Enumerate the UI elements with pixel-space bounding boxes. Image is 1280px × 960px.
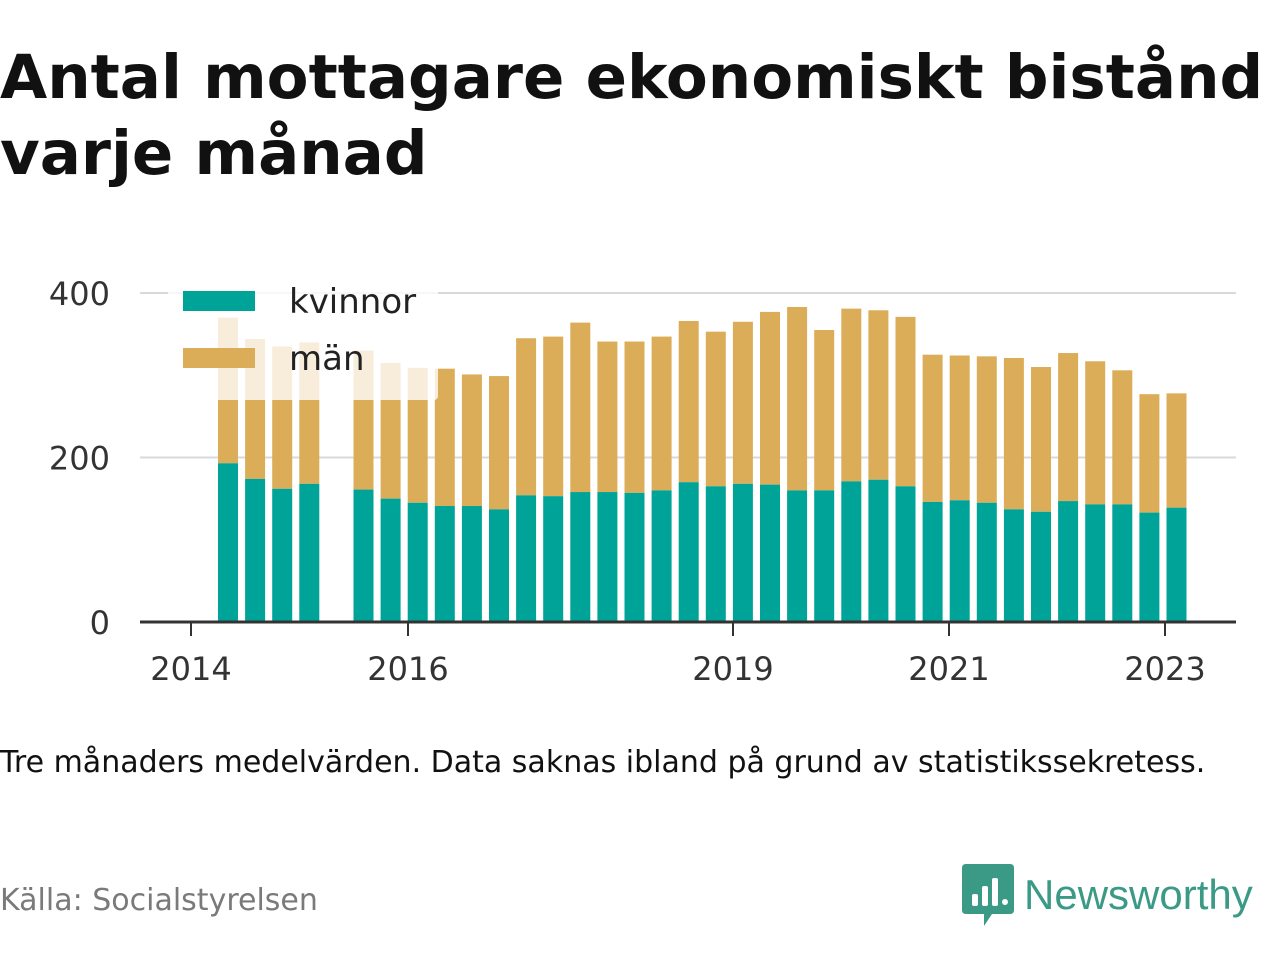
bar-man: [407, 367, 428, 503]
source-credit: Källa: Socialstyrelsen: [0, 883, 318, 918]
bar-man: [570, 322, 591, 493]
chart-footnote: Tre månaders medelvärden. Data saknas ib…: [0, 745, 1206, 780]
y-tick-label: 200: [49, 440, 110, 478]
bar-man: [1031, 367, 1051, 512]
bar-man: [461, 374, 482, 507]
bar-kvinnor: [245, 478, 266, 622]
x-axis-ticks: 2014 2016 2019 2021 2023: [150, 622, 1206, 688]
bar-kvinnor: [1166, 507, 1187, 622]
bar-kvinnor: [814, 490, 835, 622]
bar-man: [1112, 370, 1133, 505]
bar-chart-speech-bubble-icon: [962, 864, 1014, 926]
bar-man: [651, 336, 672, 491]
y-axis-ticks: 0 200 400: [49, 275, 110, 642]
bar-man: [760, 311, 780, 485]
bar-kvinnor: [218, 463, 238, 622]
bar-kvinnor: [1058, 501, 1079, 622]
bar-man: [705, 331, 726, 487]
bar-kvinnor: [949, 500, 970, 622]
legend-label-man: män: [289, 339, 365, 379]
bar-man: [678, 320, 699, 483]
bar-kvinnor: [868, 479, 889, 622]
bar-man: [841, 308, 862, 482]
bar-man: [1139, 394, 1160, 513]
bar-man: [976, 356, 997, 503]
bar-kvinnor: [380, 498, 401, 622]
bar-man: [732, 321, 753, 484]
bar-man: [868, 310, 889, 480]
bar-kvinnor: [841, 481, 862, 622]
x-tick-label: 2023: [1124, 650, 1205, 688]
bar-chart: 0 200 400 2014 2016 2019 2021 2023 kvinnor män: [49, 274, 1236, 688]
bar-kvinnor: [651, 490, 672, 622]
bar-kvinnor: [570, 492, 591, 622]
legend: kvinnor män: [168, 274, 438, 400]
bar-kvinnor: [705, 486, 726, 622]
bar-man: [922, 354, 943, 502]
bar-kvinnor: [1085, 504, 1106, 622]
bar-kvinnor: [597, 492, 618, 622]
bar-man: [516, 338, 537, 496]
x-tick-label: 2016: [367, 650, 448, 688]
bar-kvinnor: [678, 482, 699, 622]
bar-man: [895, 316, 916, 487]
bar-man: [543, 336, 564, 497]
bar-man: [597, 341, 618, 493]
bar-man: [489, 376, 509, 510]
brand-name: Newsworthy: [1024, 871, 1253, 918]
bar-man: [624, 341, 645, 493]
bar-man: [1058, 353, 1079, 502]
bar-kvinnor: [1003, 509, 1024, 622]
bar-kvinnor: [543, 496, 564, 622]
bar-kvinnor: [461, 506, 482, 622]
bar-man: [434, 368, 455, 507]
bar-kvinnor: [624, 492, 645, 622]
bar-man: [1085, 361, 1106, 505]
bar-kvinnor: [489, 509, 509, 622]
bar-kvinnor: [353, 489, 374, 622]
bar-kvinnor: [1139, 512, 1160, 622]
legend-swatch-man: [183, 348, 255, 368]
bar-kvinnor: [299, 483, 320, 622]
bar-kvinnor: [1031, 511, 1051, 622]
x-tick-label: 2021: [908, 650, 989, 688]
bar-kvinnor: [787, 490, 808, 622]
bar-kvinnor: [434, 506, 455, 622]
bar-kvinnor: [407, 502, 428, 622]
legend-label-kvinnor: kvinnor: [289, 282, 416, 322]
y-tick-label: 0: [90, 604, 110, 642]
chart-title: Antal mottagare ekonomiskt bistånd varje…: [0, 42, 1264, 189]
bar-kvinnor: [516, 495, 537, 622]
bar-man: [1166, 393, 1187, 508]
brand-logo[interactable]: Newsworthy: [962, 862, 1253, 928]
legend-swatch-kvinnor: [183, 291, 255, 311]
bar-kvinnor: [732, 483, 753, 622]
bar-man: [814, 330, 835, 491]
bar-kvinnor: [976, 502, 997, 622]
bar-kvinnor: [760, 484, 780, 622]
bar-kvinnor: [922, 501, 943, 622]
bar-kvinnor: [895, 486, 916, 622]
bar-kvinnor: [1112, 504, 1133, 622]
x-tick-label: 2019: [692, 650, 773, 688]
x-tick-label: 2014: [150, 650, 231, 688]
bar-kvinnor: [272, 488, 293, 622]
y-tick-label: 400: [49, 275, 110, 313]
bar-man: [1003, 357, 1024, 510]
bar-man: [787, 306, 808, 491]
bar-man: [949, 355, 970, 501]
